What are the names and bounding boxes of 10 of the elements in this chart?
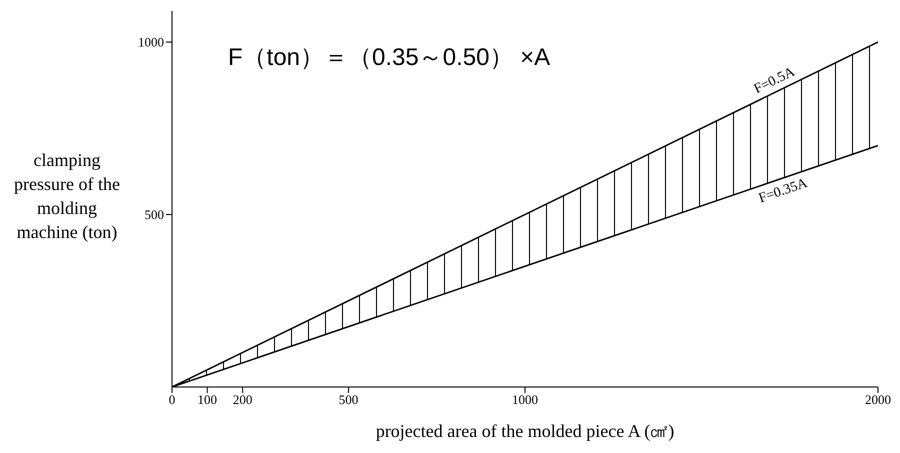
annotation: F（ton）＝（0.35～0.50） ×A <box>228 43 550 73</box>
x-tick-label: 500 <box>338 392 358 408</box>
x-axis-title: projected area of the molded piece A (㎠) <box>376 421 674 441</box>
x-tick-label: 0 <box>168 392 176 408</box>
text: F=0.35A <box>756 176 810 206</box>
x-tick-label: 1000 <box>512 392 538 408</box>
x-tick-label: 2000 <box>865 392 891 408</box>
y-axis-title: clamping pressure of the molding machine (ton) <box>14 149 120 244</box>
x-tick-label: 200 <box>232 392 252 408</box>
x-tick-label: 100 <box>198 392 218 408</box>
